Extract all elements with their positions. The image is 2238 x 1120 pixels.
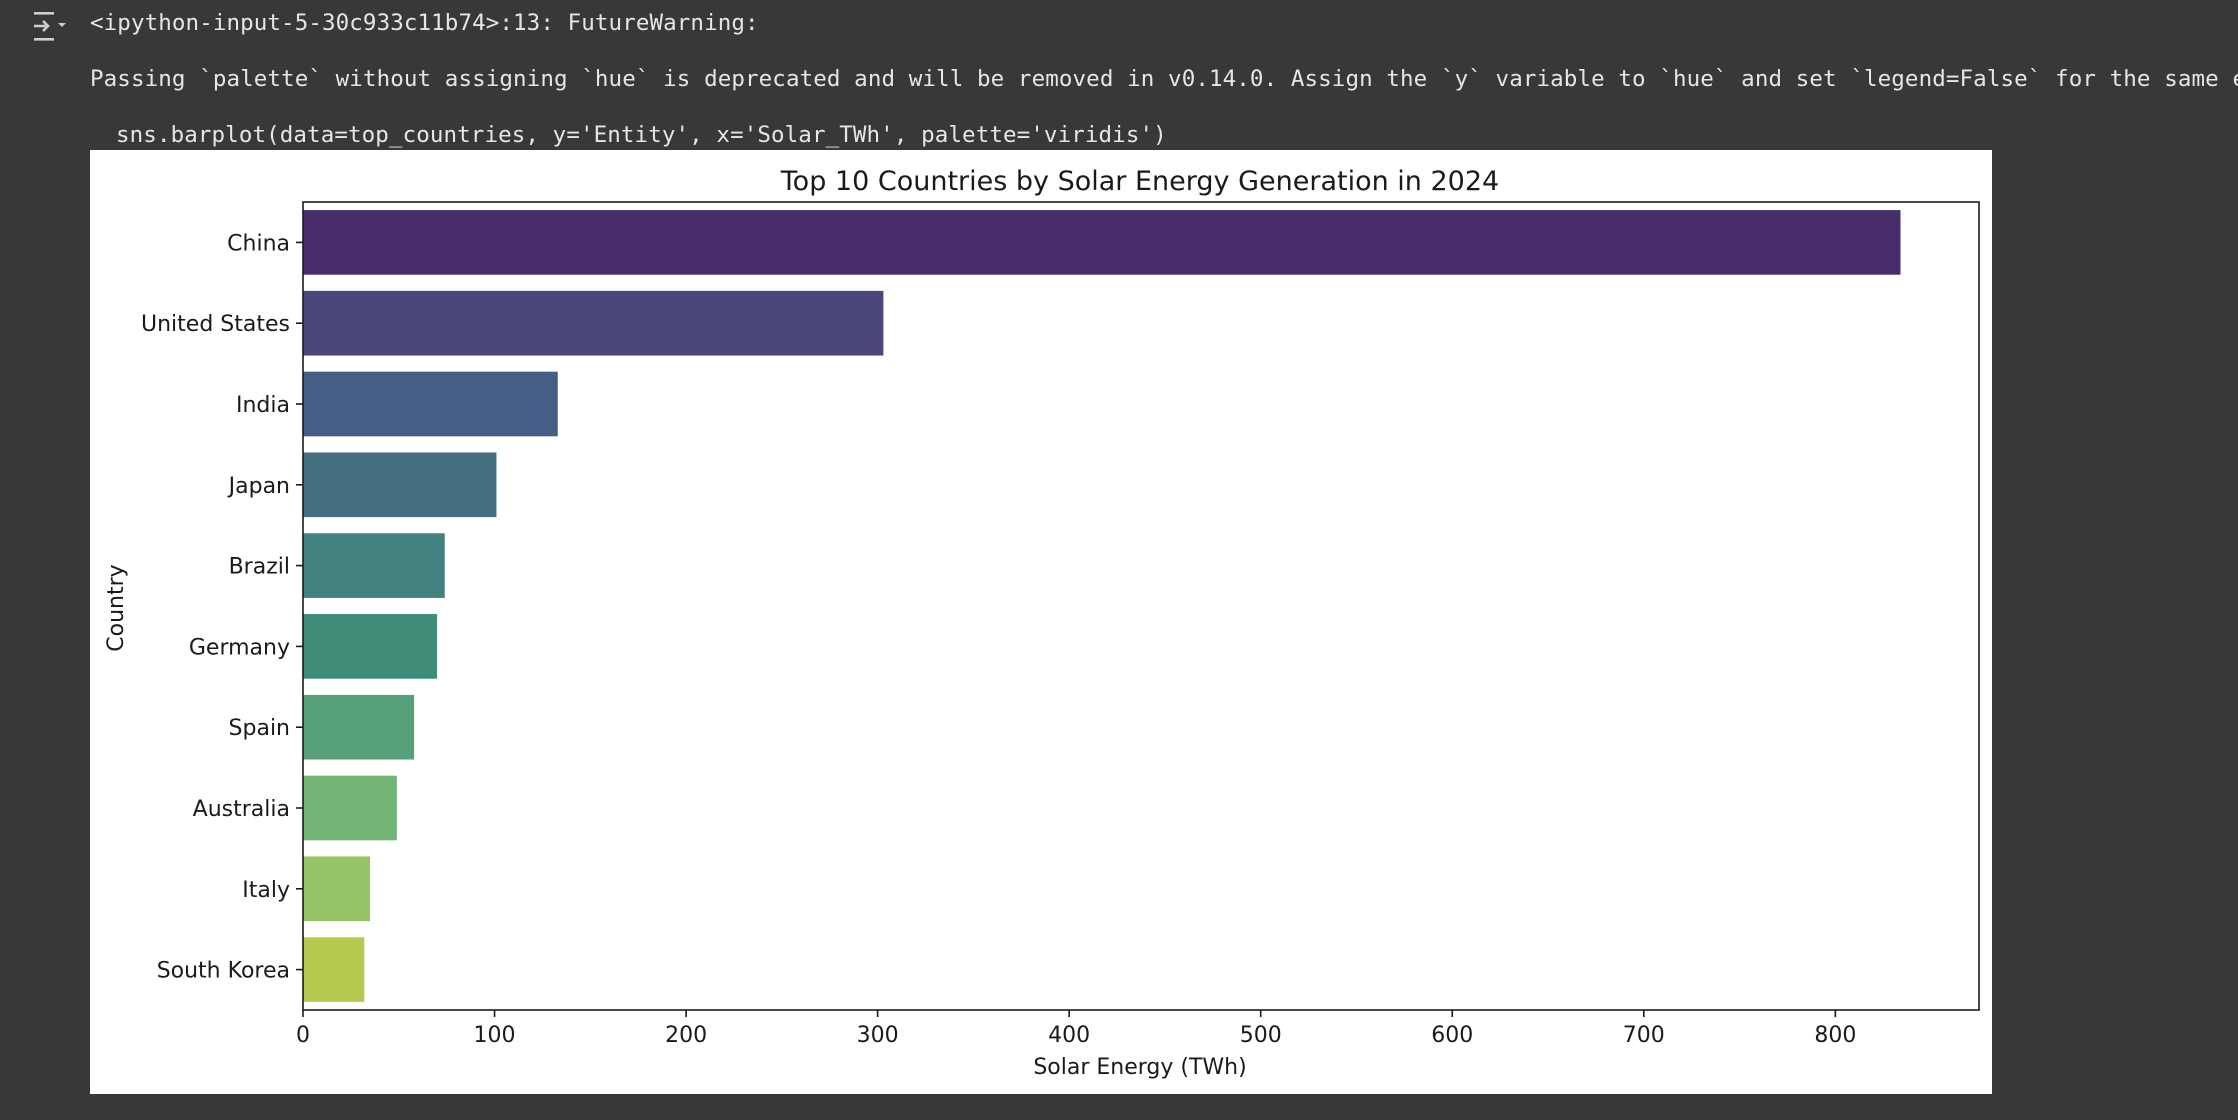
chart-title: Top 10 Countries by Solar Energy Generat…	[780, 166, 1499, 197]
x-tick-label: 500	[1240, 1023, 1282, 1048]
y-tick-label: South Korea	[157, 959, 290, 984]
y-tick-label: Japan	[227, 474, 290, 499]
warning-message: Passing `palette` without assigning `hue…	[90, 66, 2238, 92]
x-tick-label: 300	[857, 1023, 899, 1048]
code-line: sns.barplot(data=top_countries, y='Entit…	[116, 122, 1167, 148]
y-ticks-group: China United States India Japan Brazil German…	[141, 231, 303, 984]
bar-brazil	[303, 533, 445, 598]
y-tick-label: Germany	[189, 635, 290, 660]
x-axis-label: Solar Energy (TWh)	[1033, 1055, 1246, 1080]
bars-group	[303, 210, 1901, 1002]
plot-frame	[302, 201, 1980, 1011]
chart-figure: Top 10 Countries by Solar Energy Generat…	[90, 150, 1992, 1094]
output-toggle-icon[interactable]	[30, 8, 70, 44]
y-tick-label: Brazil	[229, 555, 290, 580]
x-tick-label: 200	[665, 1023, 707, 1048]
x-ticks-group: 0 100 200 300 400 500 600 700 800	[296, 1010, 1856, 1048]
x-tick-label: 400	[1048, 1023, 1090, 1048]
bar-south-korea	[303, 937, 365, 1002]
bar-japan	[303, 452, 497, 518]
bar-italy	[303, 856, 371, 922]
x-tick-label: 800	[1814, 1023, 1856, 1048]
x-tick-label: 600	[1431, 1023, 1473, 1048]
y-tick-label: China	[227, 231, 290, 256]
bar-china	[303, 210, 1901, 275]
bar-spain	[303, 694, 415, 760]
x-tick-label: 100	[474, 1023, 516, 1048]
y-axis-label: Country	[104, 564, 129, 651]
bar-chart: Top 10 Countries by Solar Energy Generat…	[104, 166, 1980, 1080]
bar-germany	[303, 614, 438, 679]
bar-australia	[303, 775, 397, 841]
y-tick-label: United States	[141, 312, 290, 337]
y-tick-label: Spain	[229, 716, 290, 741]
bar-united-states	[303, 290, 884, 356]
y-tick-label: Australia	[193, 797, 290, 822]
y-tick-label: Italy	[242, 878, 290, 903]
x-tick-label: 0	[296, 1023, 310, 1048]
warning-line: <ipython-input-5-30c933c11b74>:13: Futur…	[90, 10, 759, 36]
y-tick-label: India	[236, 393, 290, 418]
x-tick-label: 700	[1623, 1023, 1665, 1048]
bar-india	[303, 371, 558, 437]
